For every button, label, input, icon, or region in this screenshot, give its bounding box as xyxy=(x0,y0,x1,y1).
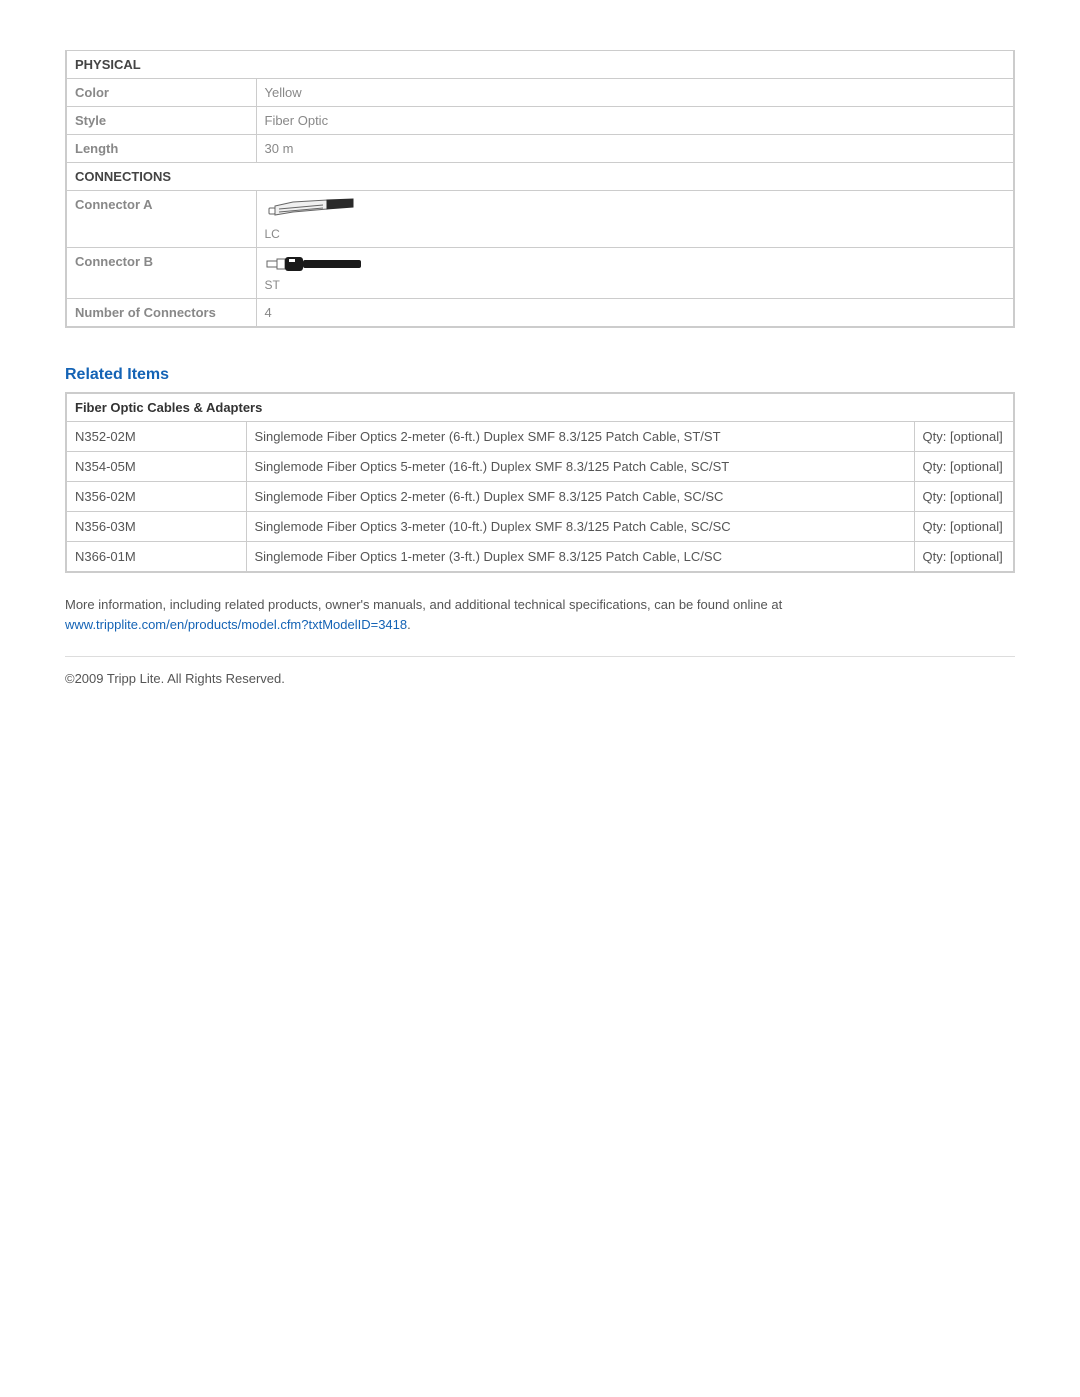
spec-row: Style Fiber Optic xyxy=(66,107,1014,135)
attr-label-length: Length xyxy=(66,135,256,163)
related-category-header: Fiber Optic Cables & Adapters xyxy=(66,393,1014,422)
more-info-link[interactable]: www.tripplite.com/en/products/model.cfm?… xyxy=(65,617,407,632)
related-item-qty: Qty: [optional] xyxy=(914,482,1014,512)
attr-label-num-connectors: Number of Connectors xyxy=(66,299,256,328)
related-item-qty: Qty: [optional] xyxy=(914,512,1014,542)
attr-value-style: Fiber Optic xyxy=(256,107,1014,135)
related-item-desc: Singlemode Fiber Optics 1-meter (3-ft.) … xyxy=(246,542,914,573)
spec-row: Connector A LC xyxy=(66,191,1014,248)
related-item-qty: Qty: [optional] xyxy=(914,422,1014,452)
attr-label-color: Color xyxy=(66,79,256,107)
connector-b-label: ST xyxy=(265,278,1006,292)
spec-row: Number of Connectors 4 xyxy=(66,299,1014,328)
page-content: PHYSICAL Color Yellow Style Fiber Optic … xyxy=(0,0,1080,726)
table-row: N356-02M Singlemode Fiber Optics 2-meter… xyxy=(66,482,1014,512)
connector-a-label: LC xyxy=(265,227,1006,241)
more-info-trailing: . xyxy=(407,617,411,632)
related-item-pn: N354-05M xyxy=(66,452,246,482)
lc-connector-icon xyxy=(265,197,355,225)
st-connector-icon xyxy=(265,254,365,276)
related-item-pn: N356-03M xyxy=(66,512,246,542)
section-header-row: CONNECTIONS xyxy=(66,163,1014,191)
attr-label-connector-b: Connector B xyxy=(66,248,256,299)
attr-label-connector-a: Connector A xyxy=(66,191,256,248)
related-item-pn: N366-01M xyxy=(66,542,246,573)
related-item-qty: Qty: [optional] xyxy=(914,542,1014,573)
spec-row: Color Yellow xyxy=(66,79,1014,107)
section-header-connections: CONNECTIONS xyxy=(66,163,1014,191)
attr-value-color: Yellow xyxy=(256,79,1014,107)
attr-label-style: Style xyxy=(66,107,256,135)
attr-value-num-connectors: 4 xyxy=(256,299,1014,328)
related-items-heading: Related Items xyxy=(65,366,1015,384)
table-row: N352-02M Singlemode Fiber Optics 2-meter… xyxy=(66,422,1014,452)
related-items-table: Fiber Optic Cables & Adapters N352-02M S… xyxy=(65,392,1015,573)
related-category-row: Fiber Optic Cables & Adapters xyxy=(66,393,1014,422)
table-row: N354-05M Singlemode Fiber Optics 5-meter… xyxy=(66,452,1014,482)
related-item-pn: N352-02M xyxy=(66,422,246,452)
attr-value-length: 30 m xyxy=(256,135,1014,163)
table-row: N366-01M Singlemode Fiber Optics 1-meter… xyxy=(66,542,1014,573)
table-row: N356-03M Singlemode Fiber Optics 3-meter… xyxy=(66,512,1014,542)
section-header-physical: PHYSICAL xyxy=(66,51,1014,79)
spec-row: Length 30 m xyxy=(66,135,1014,163)
related-item-desc: Singlemode Fiber Optics 2-meter (6-ft.) … xyxy=(246,482,914,512)
footer-divider xyxy=(65,656,1015,657)
specifications-table: PHYSICAL Color Yellow Style Fiber Optic … xyxy=(65,50,1015,328)
related-item-desc: Singlemode Fiber Optics 2-meter (6-ft.) … xyxy=(246,422,914,452)
spec-row: Connector B ST xyxy=(66,248,1014,299)
attr-value-connector-a: LC xyxy=(256,191,1014,248)
section-header-row: PHYSICAL xyxy=(66,51,1014,79)
copyright-text: ©2009 Tripp Lite. All Rights Reserved. xyxy=(65,671,1015,686)
related-item-qty: Qty: [optional] xyxy=(914,452,1014,482)
attr-value-connector-b: ST xyxy=(256,248,1014,299)
related-item-desc: Singlemode Fiber Optics 3-meter (10-ft.)… xyxy=(246,512,914,542)
related-item-desc: Singlemode Fiber Optics 5-meter (16-ft.)… xyxy=(246,452,914,482)
more-info-text: More information, including related prod… xyxy=(65,597,782,612)
more-info-paragraph: More information, including related prod… xyxy=(65,595,1015,634)
related-item-pn: N356-02M xyxy=(66,482,246,512)
